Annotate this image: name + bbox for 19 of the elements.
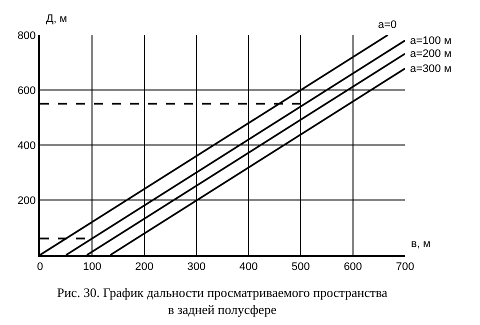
series-label: а=200 м: [410, 48, 452, 60]
x-tick-label: 300: [187, 261, 206, 274]
x-tick-label: 200: [135, 261, 154, 274]
y-tick-label: 800: [17, 30, 36, 42]
y-tick-label: 600: [17, 84, 36, 97]
x-tick-label: 0: [36, 261, 44, 274]
x-tick-label: 700: [396, 261, 414, 274]
series-label: а=0: [378, 19, 397, 31]
y-tick-label: 400: [17, 140, 36, 152]
x-tick-label: 500: [292, 261, 310, 274]
x-tick-label: 400: [239, 261, 258, 274]
series-label: а=300 м: [410, 63, 452, 75]
series-label: а=100 м: [410, 35, 452, 47]
text: Рис. 30. График дальности просматриваемого пространства в задней полусфере: [57, 285, 388, 317]
x-tick-label: 100: [82, 261, 102, 274]
x-tick-label: 600: [344, 261, 362, 274]
y-axis-title: Д, м: [46, 13, 68, 25]
x-axis-title: в, м: [411, 238, 431, 250]
y-tick-label: 200: [17, 194, 36, 207]
